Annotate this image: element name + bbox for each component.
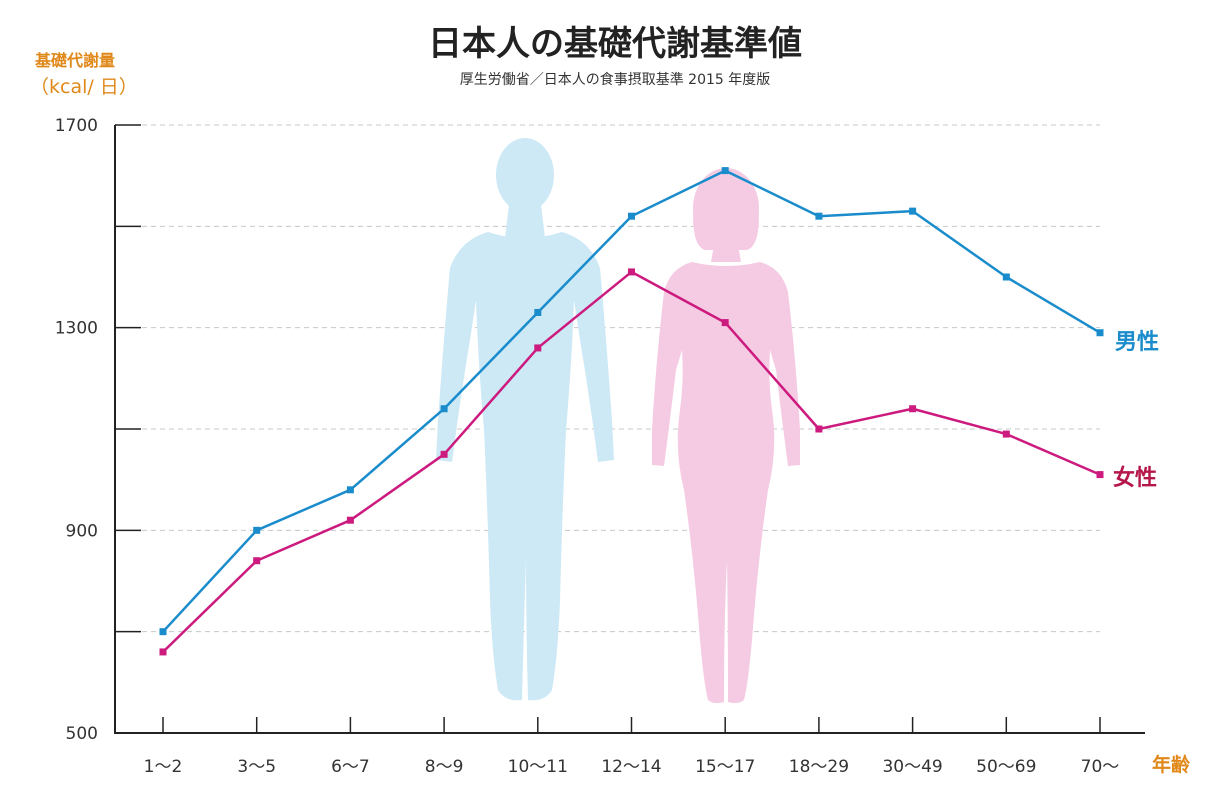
chart-title: 日本人の基礎代謝基準値: [428, 24, 802, 64]
x-tick-label: 50～69: [976, 757, 1036, 777]
y-tick-label: 1700: [55, 116, 98, 136]
female-silhouette-icon: [652, 168, 800, 704]
x-tick-label: 12～14: [601, 757, 661, 777]
data-point: [159, 628, 167, 636]
y-tick-label: 1300: [55, 319, 98, 339]
x-tick-label: 1～2: [144, 757, 183, 777]
series-layer: [159, 167, 1104, 656]
data-point: [534, 344, 542, 352]
data-point: [909, 405, 917, 413]
x-axis-label: 年齢: [1152, 753, 1191, 776]
x-tick-label: 10～11: [508, 757, 568, 777]
y-axis-label: 基礎代謝量: [34, 51, 115, 70]
x-tick-label: 18～29: [789, 757, 849, 777]
data-point: [628, 268, 635, 276]
grid-layer: 500 900 1300 1700 1～2 3～5 6～7 8～9 10～11 12～14 15～1…: [55, 116, 1145, 777]
data-point: [346, 486, 354, 494]
x-tick-label: 3～5: [237, 757, 276, 777]
male-silhouette-icon: [436, 138, 614, 701]
x-tick-label: 8～9: [425, 757, 464, 777]
data-point: [1096, 471, 1104, 479]
y-tick-label: 900: [66, 521, 98, 541]
data-point: [1002, 430, 1010, 438]
data-point: [815, 425, 823, 433]
chart-subtitle: 厚生労働省／日本人の食事摂取基準 2015 年度版: [460, 71, 771, 88]
data-point: [1002, 273, 1010, 281]
data-point: [1096, 329, 1104, 337]
data-point: [440, 405, 448, 413]
series-line-0: [162, 169, 1101, 633]
data-point: [159, 648, 167, 656]
y-axis-unit-label: （kcal/ 日）: [30, 76, 138, 98]
x-tick-label: 30～49: [882, 757, 942, 777]
data-point: [815, 212, 823, 220]
y-tick-label: 500: [66, 724, 98, 744]
x-tick-label: 15～17: [695, 757, 755, 777]
data-point: [628, 212, 635, 220]
series-line-1: [162, 270, 1101, 653]
data-point: [346, 516, 354, 524]
data-point: [909, 207, 917, 215]
data-point: [534, 308, 542, 316]
x-tick-label: 70～: [1081, 757, 1120, 777]
data-point: [721, 167, 729, 175]
series-label-male: 男性: [1115, 330, 1159, 355]
x-tick-label: 6～7: [331, 757, 370, 777]
data-point: [721, 319, 729, 327]
data-point: [253, 557, 261, 565]
data-point: [440, 450, 448, 458]
data-point: [253, 526, 261, 534]
series-label-female: 女性: [1113, 465, 1157, 491]
